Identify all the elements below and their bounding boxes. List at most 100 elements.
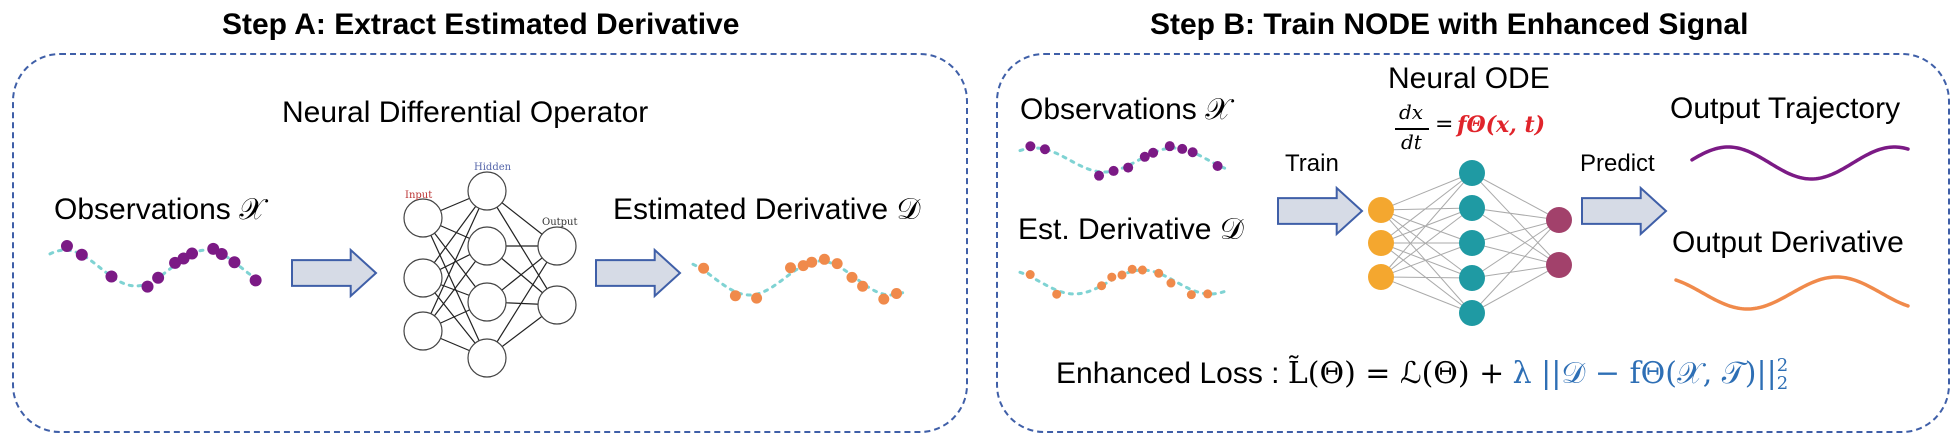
step-b-observations-label: Observations 𝒳 [1020, 92, 1231, 127]
step-a-derivative-curve-point-3 [751, 292, 763, 304]
step-b-derivative-curve-point-2 [1052, 289, 1062, 299]
node-edge-ih-2-1 [1380, 172, 1473, 244]
node-edge-ih-1-1 [1380, 172, 1473, 211]
step-b-derivative-curve-point-5 [1117, 270, 1127, 280]
ode-rhs: fΘ(x, t) [1457, 112, 1546, 138]
node-input-3 [1368, 264, 1394, 290]
output-trajectory-label: Output Trajectory [1670, 92, 1901, 125]
step-a-title: Step A: Extract Estimated Derivative [222, 8, 740, 41]
node-edge-ho-2-2 [1471, 207, 1560, 266]
node-edge-ih-1-3 [1380, 209, 1473, 244]
node-edge-ho-1-1 [1471, 172, 1560, 221]
node-edge-ho-2-1 [1471, 207, 1560, 221]
step-b-derivative-curve [1018, 264, 1226, 300]
step-b-derivative-curve-point-3 [1097, 281, 1107, 291]
step-b-observations-curve-point-11 [1212, 160, 1223, 171]
step-a-observations-curve-point-11 [228, 256, 241, 269]
step-b-observations-curve-point-1 [1025, 141, 1036, 152]
loss-sub: 2 [1776, 373, 1789, 394]
node-edge-ho-5-2 [1471, 264, 1560, 314]
step-b-observations-curve-point-4 [1108, 165, 1119, 176]
node-edge-ho-4-2 [1471, 264, 1560, 279]
step-b-derivative-curve-point-9 [1166, 278, 1176, 288]
output-derivative-label: Output Derivative [1672, 226, 1904, 259]
node-edge-ih-1-4 [1380, 209, 1473, 279]
step-a-observations-curve-point-1 [60, 240, 73, 253]
neural-ode-network [1368, 160, 1572, 326]
step-b-observations-curve-point-10 [1187, 147, 1198, 158]
node-edge-ih-3-3 [1380, 242, 1473, 278]
node-hidden-4 [1459, 265, 1485, 291]
step-b-observations-curve [1018, 141, 1230, 181]
step-a-network: Input Hidden Output [403, 162, 578, 378]
step-a-observations-curve-point-12 [249, 274, 262, 287]
observations-text-b: Observations [1020, 93, 1197, 126]
node-edge-ih-3-1 [1380, 172, 1473, 278]
step-a-derivative-curve-point-5 [797, 260, 809, 272]
node-output-1 [1546, 207, 1572, 233]
step-a-observations-curve-point-5 [152, 271, 165, 284]
node-edge-ho-3-1 [1471, 219, 1560, 244]
step-a-output-node-1 [537, 226, 577, 266]
output-derivative-curve [1674, 275, 1910, 311]
step-a-observations-label: Observations 𝒳 [54, 192, 265, 227]
derivative-symbol-b: 𝒟 [1219, 212, 1244, 247]
step-a-hidden-node-1 [467, 171, 507, 211]
arrow-obs-to-operator [291, 247, 378, 299]
step-a-derivative-curve-point-12 [891, 287, 903, 299]
node-output-2 [1546, 252, 1572, 278]
node-edge-ih-1-5 [1380, 209, 1473, 314]
step-a-observations-curve-point-3 [105, 270, 118, 283]
observations-text: Observations [54, 193, 231, 226]
step-a-panel [12, 53, 968, 433]
step-a-derivative-curve-point-10 [857, 280, 869, 292]
step-a-derivative-curve [691, 253, 907, 305]
observations-symbol: 𝒳 [239, 192, 265, 227]
step-a-edge-ih-3-1 [422, 190, 488, 332]
step-a-derivative-curve-line [691, 259, 907, 297]
loss-regularizer: λ ||𝒟 − fΘ(𝒳, 𝒯)|| 2 2 [1512, 356, 1789, 394]
ode-equals: = [1435, 112, 1454, 137]
loss-prefix: Enhanced Loss : [1056, 357, 1280, 390]
step-a-observations-curve-point-8 [186, 247, 199, 260]
node-edge-ho-1-2 [1471, 172, 1560, 266]
step-a-edge-ho-4-1 [486, 245, 558, 359]
step-a-edge-ho-1-2 [486, 190, 558, 306]
step-a-derivative-curve-point-2 [729, 290, 741, 302]
derivative-symbol: 𝒟 [896, 192, 921, 227]
step-b-derivative-curve-point-1 [1025, 270, 1035, 280]
step-b-observations-curve-point-5 [1123, 162, 1134, 173]
step-b-derivative-label: Est. Derivative 𝒟 [1018, 212, 1244, 247]
step-b-derivative-curve-point-10 [1186, 290, 1196, 300]
step-b-observations-curve-point-2 [1039, 144, 1050, 155]
step-b-observations-curve-point-8 [1164, 141, 1175, 152]
step-b-panel [996, 53, 1950, 433]
step-a-hidden-node-3 [467, 282, 507, 322]
step-b-derivative-curve-point-6 [1127, 264, 1137, 274]
step-a-derivative-curve-point-1 [698, 262, 710, 274]
ode-denominator: dt [1401, 130, 1422, 154]
step-a-derivative-curve-point-4 [785, 262, 797, 274]
node-edge-ih-3-4 [1380, 276, 1473, 279]
node-edge-ho-4-1 [1471, 219, 1560, 279]
step-a-derivative-curve-point-7 [818, 253, 830, 265]
nn-hidden-label: Hidden [474, 162, 512, 173]
step-b-derivative-curve-point-11 [1203, 289, 1213, 299]
step-a-derivative-label: Estimated Derivative 𝒟 [613, 192, 920, 227]
step-a-output-node-2 [537, 285, 577, 325]
step-a-hidden-node-2 [467, 226, 507, 266]
nn-output-label: Output [542, 217, 578, 228]
node-input-1 [1368, 197, 1394, 223]
loss-reg-text: λ ||𝒟 − fΘ(𝒳, 𝒯)|| [1512, 356, 1777, 391]
node-edge-ih-1-2 [1380, 207, 1473, 211]
node-hidden-2 [1459, 195, 1485, 221]
arrow-operator-to-derivative [595, 247, 682, 299]
step-b-observations-curve-point-7 [1148, 147, 1159, 158]
step-a-derivative-curve-point-11 [878, 293, 890, 305]
step-a-observations-curve-point-10 [215, 248, 228, 261]
step-b-observations-curve-point-3 [1094, 170, 1105, 181]
step-a-input-node-1 [403, 198, 443, 238]
train-label: Train [1285, 150, 1339, 177]
step-a-input-node-2 [403, 258, 443, 298]
